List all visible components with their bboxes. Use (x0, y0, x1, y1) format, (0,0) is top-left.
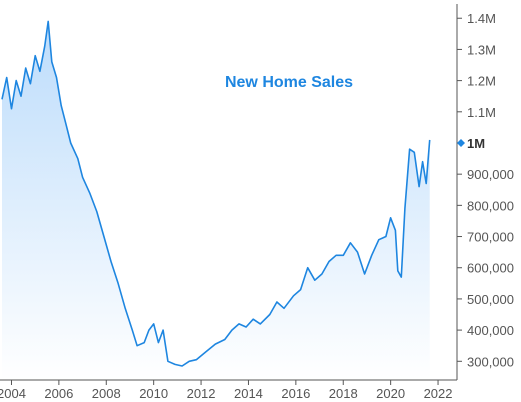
series-line (1, 20, 431, 367)
x-tick-label: 2004 (0, 386, 26, 401)
y-tick-label: 1.3M (467, 42, 496, 57)
x-tick-label: 2020 (376, 386, 405, 401)
current-value-marker (457, 138, 465, 147)
x-tick-label: 2018 (329, 386, 358, 401)
y-tick-label: 1.2M (467, 74, 496, 89)
y-tick-label: 900,000 (467, 167, 514, 182)
chart-title: New Home Sales (225, 74, 353, 91)
y-tick-label: 1.4M (467, 11, 496, 26)
y-tick-label: 700,000 (467, 230, 514, 245)
x-tick-label: 2010 (139, 386, 168, 401)
x-tick-label: 2008 (92, 386, 121, 401)
series-area (2, 21, 430, 381)
x-tick-label: 2016 (281, 386, 310, 401)
y-tick-label: 1M (467, 136, 485, 151)
y-tick-label: 300,000 (467, 354, 514, 369)
y-tick-label: 400,000 (467, 323, 514, 338)
x-tick-label: 2006 (44, 386, 73, 401)
y-tick-label: 1.1M (467, 105, 496, 120)
x-tick-label: 2012 (187, 386, 216, 401)
x-tick-label: 2014 (234, 386, 263, 401)
x-tick-label: 2022 (424, 386, 453, 401)
y-tick-label: 600,000 (467, 261, 514, 276)
y-tick-label: 500,000 (467, 292, 514, 307)
y-tick-label: 800,000 (467, 198, 514, 213)
